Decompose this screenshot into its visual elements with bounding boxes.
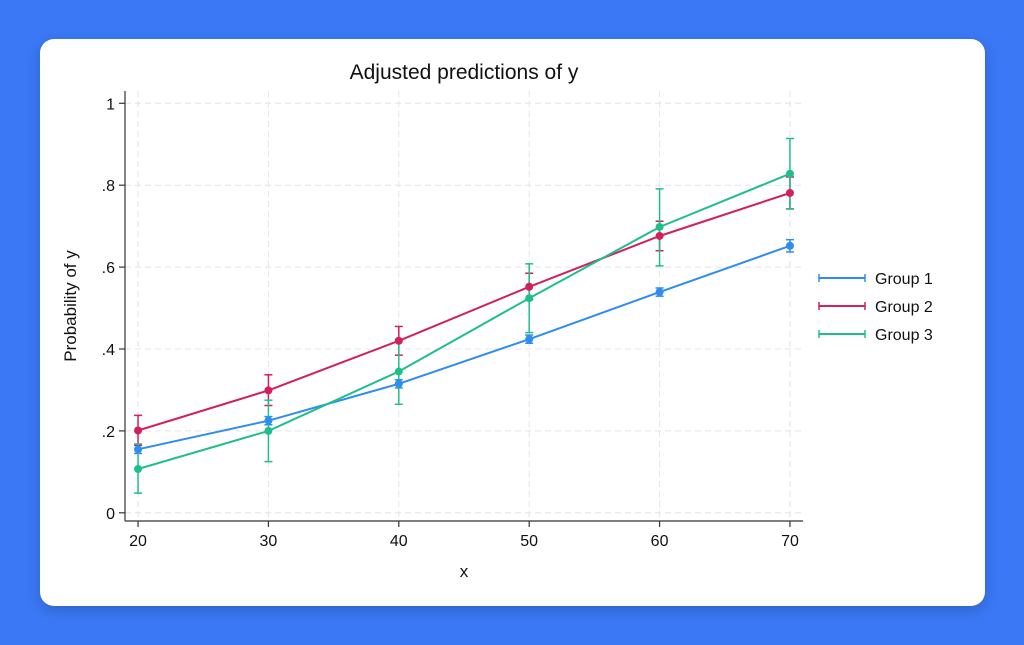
y-axis-label: Probability of y [61,250,80,362]
series-points [134,169,794,473]
group-2-point [134,426,143,435]
group-2-point [394,336,403,345]
group-3-point [655,222,664,231]
group-3-line [137,172,791,470]
x-tick-label: 30 [260,533,278,550]
y-tick-label: .6 [102,260,115,277]
group-2-legend-label: Group 2 [875,299,933,316]
grid [125,91,803,521]
group-2-point [525,282,534,291]
group-2-point [785,188,794,197]
group-1-point [394,379,403,388]
x-tick-label: 50 [520,533,538,550]
group-3-point [785,169,794,178]
y-tick-label: .4 [102,342,115,359]
y-tick-label: .8 [102,178,115,195]
group-3-point [134,464,143,473]
x-tick-label: 20 [129,533,147,550]
y-tick-label: .2 [102,424,115,441]
x-axis-label: x [460,562,469,581]
group-1-point [525,335,534,344]
y-tick-label: 1 [106,96,115,113]
group-3-point [525,294,534,303]
axes [124,91,803,522]
x-tick-label: 70 [781,533,799,550]
group-2-line [137,192,791,432]
error-bars [134,137,794,494]
ticks: 0 .2 .4 .6 .8 1 20 30 40 50 60 70 [102,96,799,550]
group-1-legend-label: Group 1 [875,271,933,288]
group-2-point [264,386,273,395]
x-tick-label: 60 [651,533,669,550]
group-3-legend-label: Group 3 [875,327,933,344]
chart-card: Adjusted predictions of y 0 .2 .4 .6 .8 1 20 30… [40,39,985,606]
legend: Group 1 Group 2 Group 3 [818,271,933,344]
y-tick-label: 0 [106,506,115,523]
group-1-point [134,445,143,454]
group-2-point [655,231,664,240]
group-1-point [655,288,664,297]
group-1-point [785,241,794,250]
group-1-point [264,416,273,425]
group-3-point [264,426,273,435]
chart-title: Adjusted predictions of y [350,61,579,84]
x-tick-label: 40 [390,533,408,550]
chart: Adjusted predictions of y 0 .2 .4 .6 .8 1 20 30… [61,61,933,581]
group-1-line [137,244,791,451]
group-3-point [394,367,403,376]
series-lines [137,172,791,470]
